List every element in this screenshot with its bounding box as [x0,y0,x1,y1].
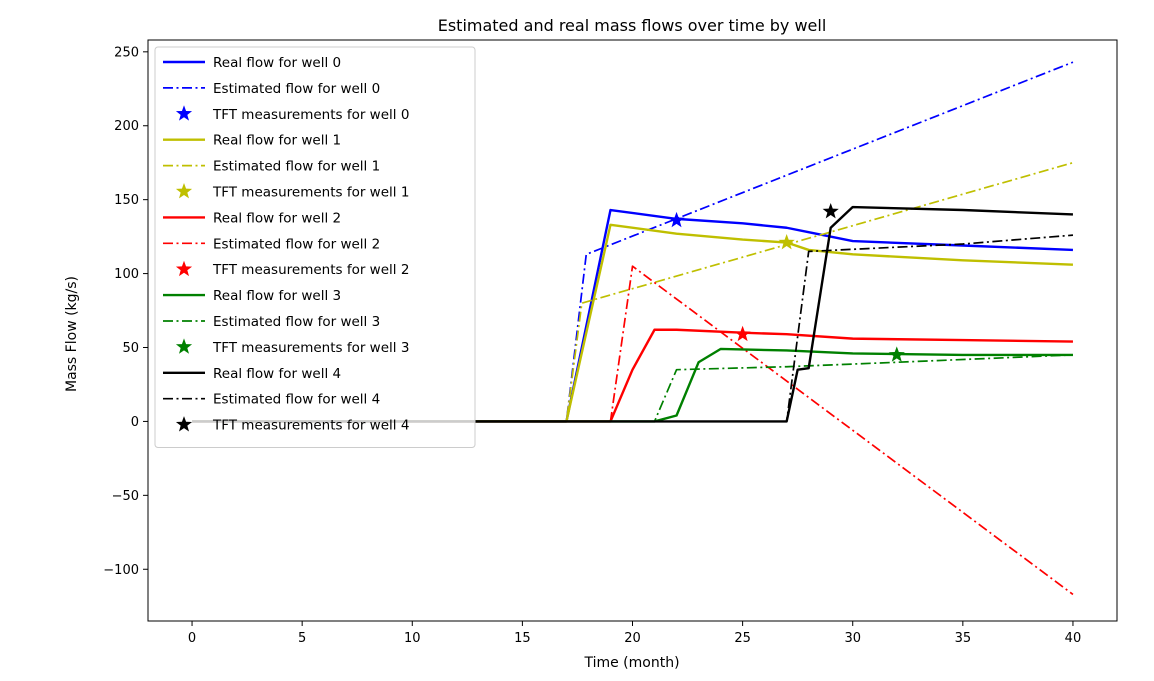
series-14-marker [822,202,839,219]
legend-star-marker [175,105,193,121]
legend-star-marker [175,260,193,277]
legend-entry-label: TFT measurements for well 0 [212,107,409,123]
legend-entry-label: Real flow for well 3 [213,288,341,304]
x-tick-label: 35 [955,631,972,646]
legend-star-marker [175,183,193,199]
series-9-line [192,347,1073,423]
series-11-marker [888,346,905,362]
x-tick-label: 15 [514,631,531,646]
x-tick-label: 40 [1065,631,1082,646]
y-tick-label: 200 [114,119,139,134]
legend: Real flow for well 0 Estimated flow for w… [154,46,476,448]
legend-entry-label: Real flow for well 1 [213,133,341,149]
y-tick-label: 150 [114,193,139,208]
legend-box [154,46,476,448]
y-tick-label: 0 [131,415,139,430]
legend-entry-label: Estimated flow for well 1 [213,159,380,175]
legend-entry-label: Real flow for well 4 [213,366,341,382]
plot-area [192,61,1074,596]
legend-entry-label: Real flow for well 0 [213,55,341,71]
legend-entry-label: Estimated flow for well 0 [213,81,380,97]
x-axis-label: Time (month) [583,655,679,671]
legend-entry-label: TFT measurements for well 2 [212,262,409,278]
series-5-marker [778,234,795,250]
legend-entry-label: TFT measurements for well 3 [212,340,409,356]
series-2-marker [668,211,685,228]
legend-star-marker [175,416,193,432]
legend-entry-label: TFT measurements for well 4 [212,418,409,434]
series-13-line [192,234,1074,423]
legend-entry-label: Real flow for well 2 [213,210,341,226]
y-tick-label: 50 [122,341,139,356]
legend-star-marker [175,338,193,354]
x-tick-label: 25 [734,631,751,646]
axes: 0 5 10 15 20 25 30 35 40 −100 −50 0 50 100 150 200 250 [103,39,1118,646]
y-tick-label: 100 [114,267,139,282]
y-axis-label: Mass Flow (kg/s) [64,276,80,392]
y-tick-label: 250 [114,45,139,60]
legend-entry-label: Estimated flow for well 3 [213,314,380,330]
chart-title: Estimated and real mass flows over time … [438,16,827,35]
legend-entry-label: Estimated flow for well 4 [213,392,380,408]
y-tick-label: −50 [112,489,139,504]
series-1-line [192,61,1074,423]
series-4-line [192,161,1074,423]
legend-entry-label: TFT measurements for well 1 [212,185,409,201]
series-3-line [192,223,1073,423]
x-tick-label: 0 [188,631,196,646]
x-tick-label: 10 [404,631,421,646]
x-tick-label: 30 [844,631,861,646]
series-0-line [192,208,1073,423]
y-tick-label: −100 [103,563,139,578]
series-6-line [192,328,1073,423]
series-8-marker [734,325,751,342]
x-tick-label: 20 [624,631,641,646]
x-tick-label: 5 [298,631,306,646]
legend-entry-label: Estimated flow for well 2 [213,236,380,252]
